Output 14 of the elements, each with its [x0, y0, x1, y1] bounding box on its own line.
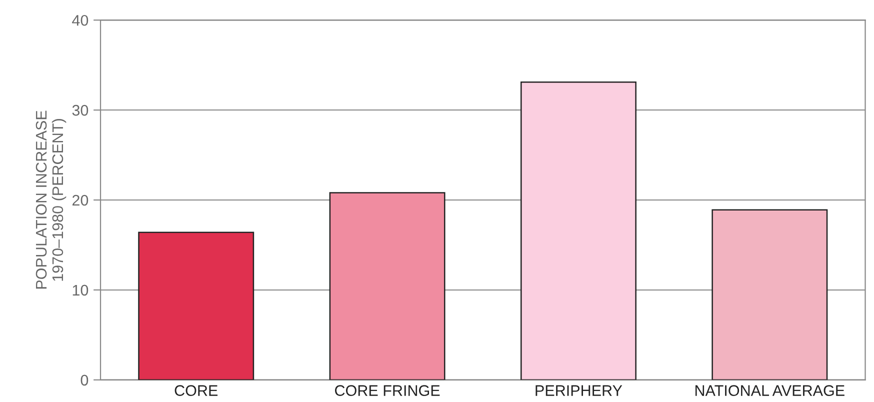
y-tick-label: 30	[72, 104, 88, 116]
y-axis-title: POPULATION INCREASE 1970–1980 (PERCENT)	[36, 110, 66, 289]
bar	[138, 232, 254, 380]
bar	[712, 209, 828, 380]
x-tick-label: NATIONAL AVERAGE	[695, 385, 844, 396]
y-tick-label: 40	[72, 14, 88, 26]
y-tick-label: 20	[72, 194, 88, 206]
bar	[520, 82, 636, 380]
y-tick-label: 10	[72, 284, 88, 296]
x-tick-label: CORE	[174, 385, 218, 396]
x-tick-label: PERIPHERY	[536, 385, 622, 396]
bar	[329, 192, 446, 380]
x-tick-label: CORE FRINGE	[335, 385, 440, 396]
y-tick-label: 0	[80, 374, 88, 386]
